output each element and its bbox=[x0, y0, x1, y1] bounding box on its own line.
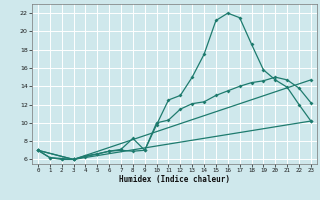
X-axis label: Humidex (Indice chaleur): Humidex (Indice chaleur) bbox=[119, 175, 230, 184]
